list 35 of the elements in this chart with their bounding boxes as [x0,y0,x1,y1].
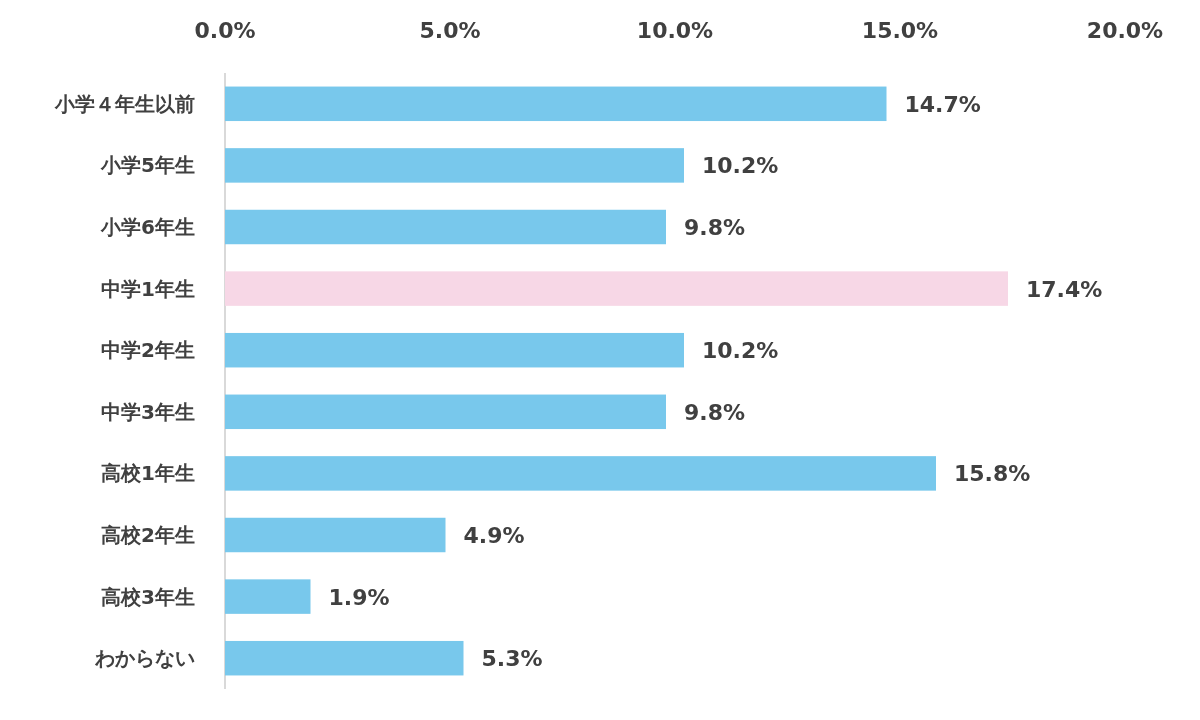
bar [225,517,446,553]
bar [225,456,936,491]
data-label: 10.2% [702,153,779,179]
data-label: 10.2% [702,338,779,364]
y-tick-label: 小学5年生 [100,153,195,178]
y-tick-label: 中学2年生 [101,338,195,363]
bar [225,271,1008,306]
data-label: 1.9% [328,584,390,610]
y-tick-label: 高校2年生 [101,523,195,547]
y-tick-label: 小学6年生 [100,215,195,239]
bar [225,209,666,245]
x-tick-label: 20.0% [1086,18,1164,43]
y-tick-label: 小学４年生以前 [54,91,195,116]
x-tick-label: 0.0% [194,18,256,43]
data-label: 4.9% [463,523,525,548]
bar [225,86,887,122]
x-tick-label: 5.0% [419,18,481,43]
y-tick-label: 高校1年生 [101,461,195,486]
data-label: 14.7% [904,91,981,117]
y-tick-label: 中学1年生 [101,276,195,301]
y-tick-label: 高校3年生 [101,584,195,609]
bar [225,394,666,430]
data-label: 9.8% [684,399,746,425]
bar [225,332,684,368]
data-label: 15.8% [954,461,1031,487]
data-label: 5.3% [481,646,543,672]
data-label: 17.4% [1026,276,1103,302]
bar [225,640,464,676]
x-tick-label: 10.0% [636,18,714,43]
bar [225,579,311,614]
y-tick-label: わからない [94,646,195,671]
x-tick-label: 15.0% [861,18,939,43]
y-tick-label: 中学3年生 [101,399,195,424]
bar [225,148,684,183]
data-label: 9.8% [684,215,746,240]
